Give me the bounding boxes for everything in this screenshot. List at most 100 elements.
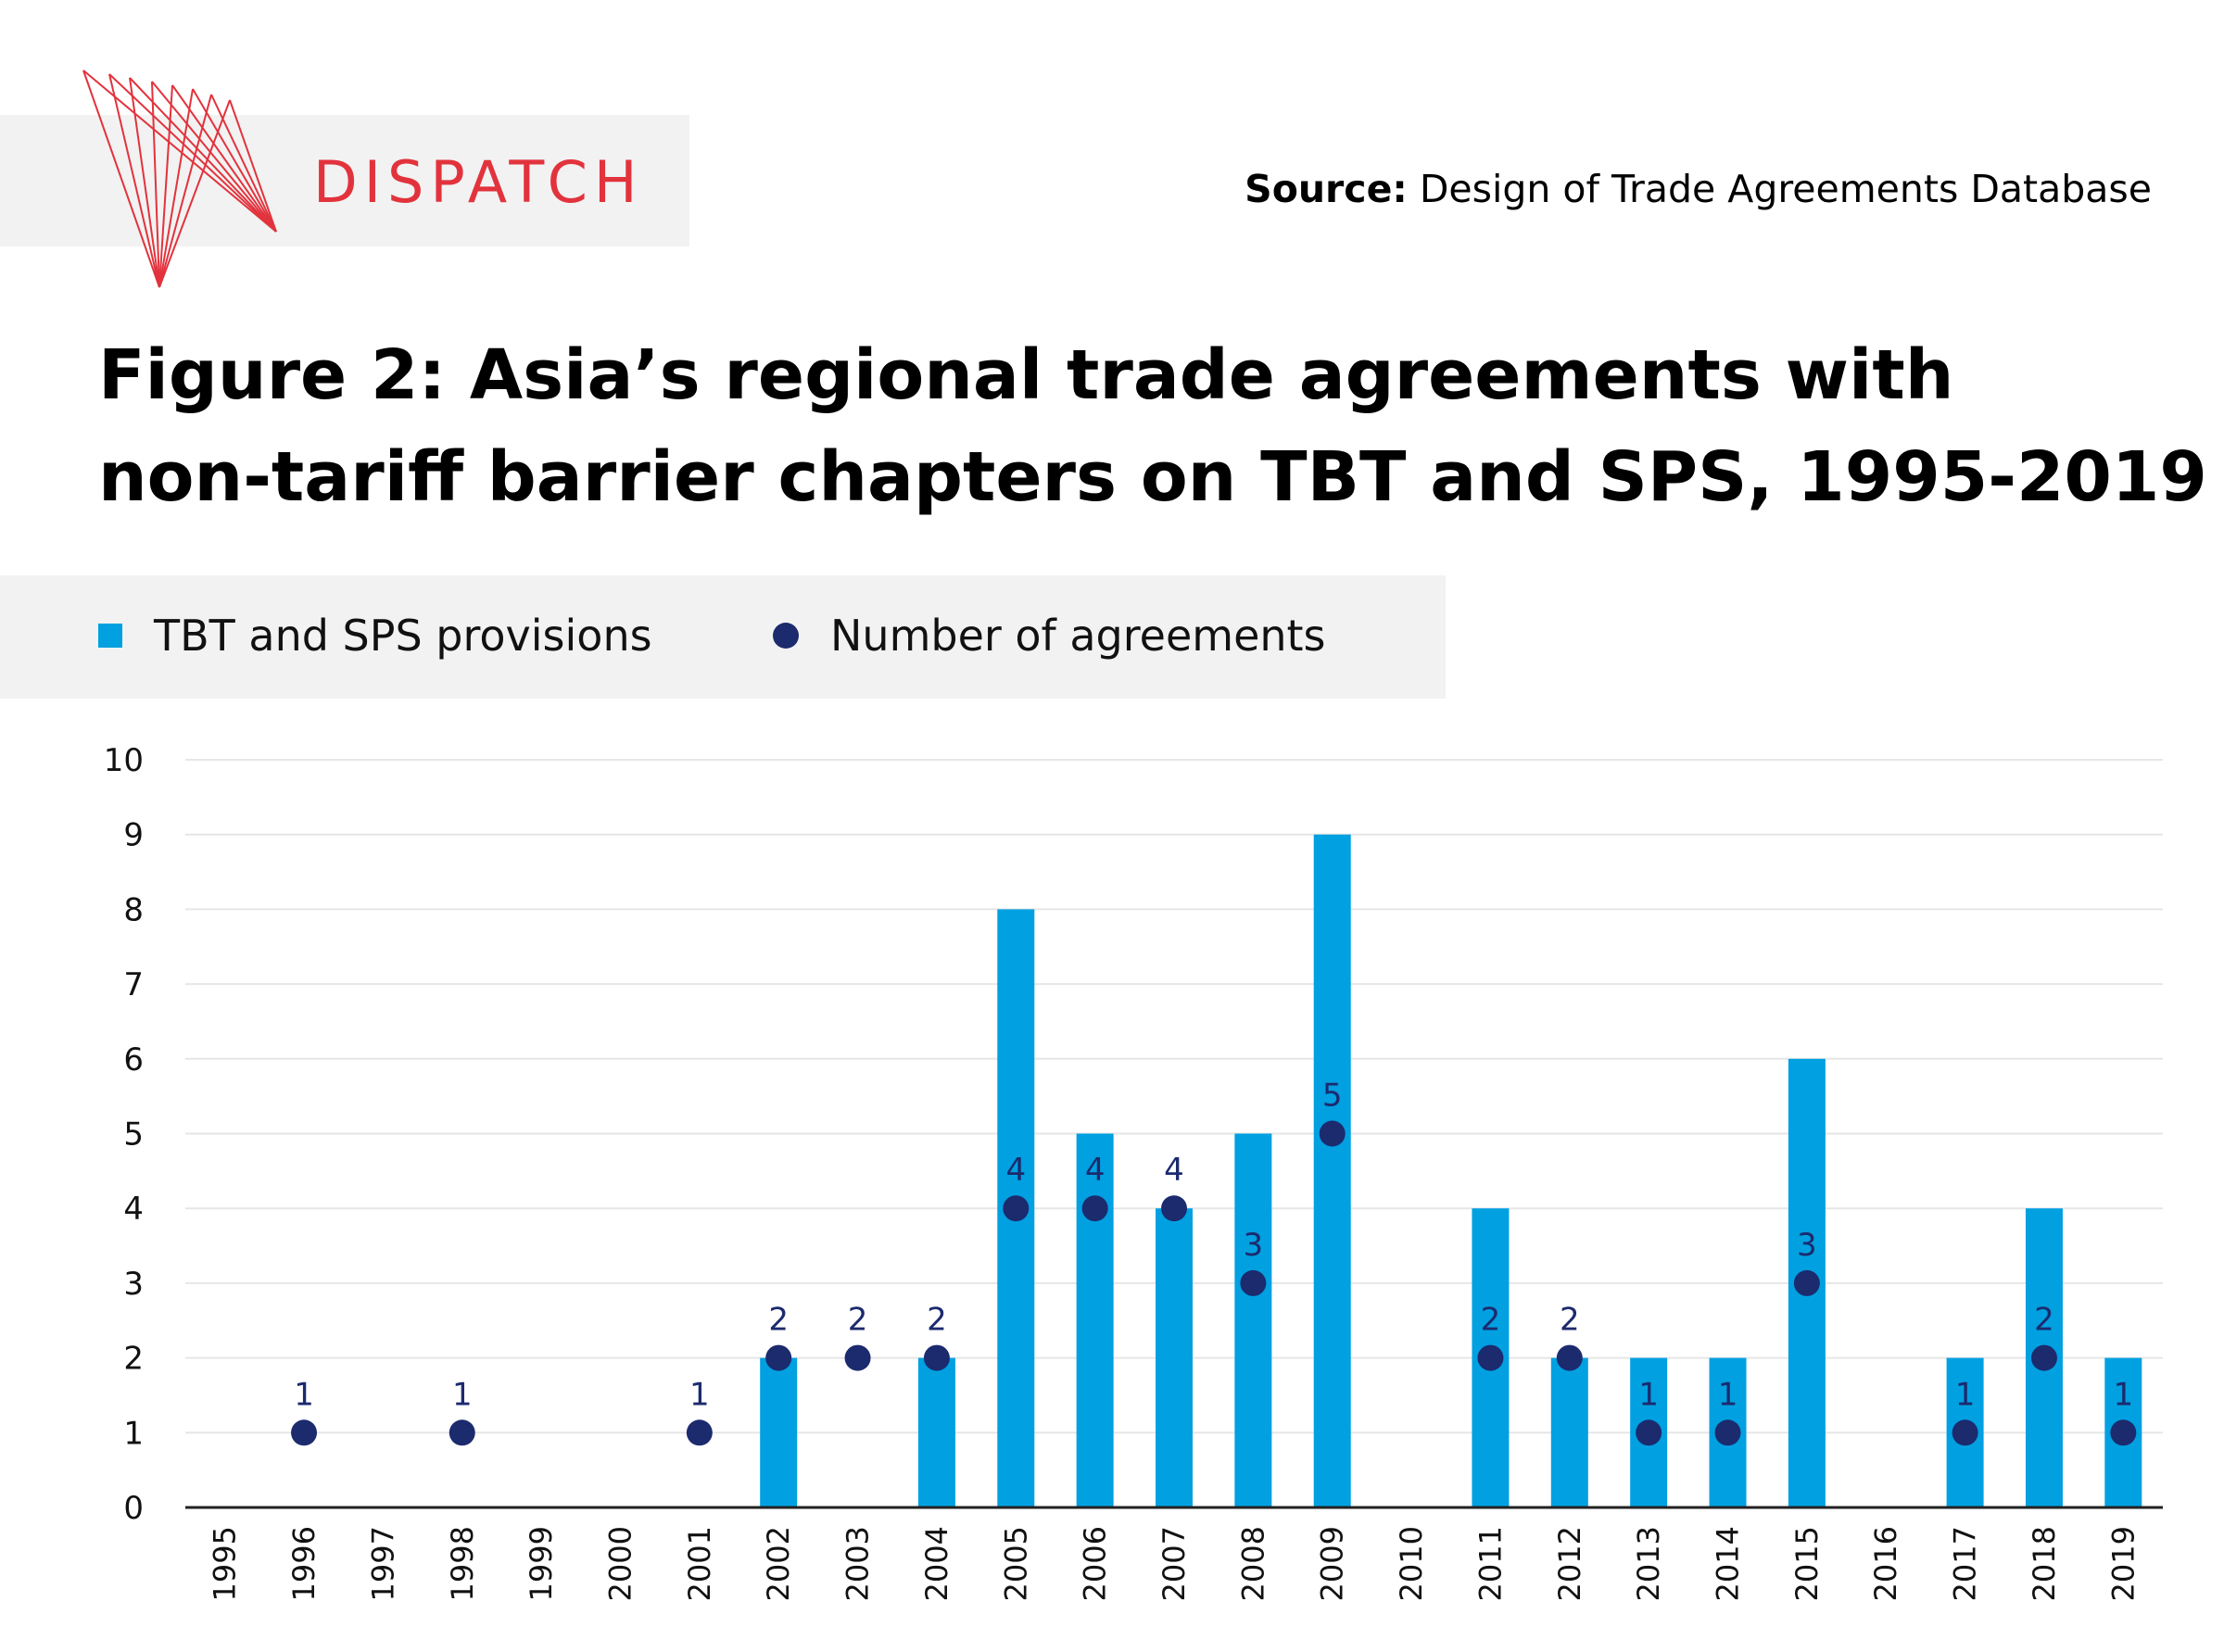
x-tick-label: 2011	[1472, 1526, 1508, 1601]
dot-2004	[923, 1344, 950, 1371]
dot-2007	[1161, 1195, 1187, 1222]
y-tick-label: 10	[104, 742, 144, 779]
dot-2011	[1477, 1344, 1504, 1371]
y-tick-label: 1	[123, 1415, 144, 1452]
dispatch-logo-icon	[82, 69, 277, 288]
dot-2003	[844, 1344, 871, 1371]
chart-title: Figure 2: Asia’s regional trade agreemen…	[98, 324, 2207, 528]
x-tick-label: 2007	[1156, 1526, 1192, 1601]
dot-2006	[1081, 1195, 1108, 1222]
bar-2006	[1076, 1133, 1114, 1507]
bar-2007	[1156, 1208, 1193, 1507]
y-axis-ticks: 0 1 2 3 4 5 6 7 8 9 10	[104, 742, 144, 1527]
data-label-2007: 4	[1164, 1152, 1184, 1189]
dot-2002	[765, 1344, 792, 1371]
y-tick-label: 7	[123, 966, 144, 1003]
data-label-2003: 2	[848, 1302, 868, 1339]
bar-2002	[760, 1357, 798, 1507]
x-tick-label: 2008	[1235, 1526, 1270, 1601]
y-tick-label: 0	[123, 1490, 144, 1527]
data-label-2015: 3	[1797, 1227, 1817, 1264]
x-tick-label: 2001	[682, 1526, 717, 1601]
data-label-2005: 4	[1005, 1152, 1026, 1189]
brand-name: DISPATCH	[313, 148, 644, 216]
x-tick-label: 2018	[2027, 1526, 2062, 1601]
data-label-2011: 2	[1481, 1302, 1501, 1339]
x-tick-label: 1998	[445, 1526, 480, 1601]
y-tick-label: 9	[123, 817, 144, 854]
y-tick-label: 3	[123, 1266, 144, 1303]
source-note: Source: Design of Trade Agreements Datab…	[1245, 167, 2152, 212]
dot-2015	[1793, 1269, 1820, 1296]
x-tick-label: 1999	[524, 1526, 559, 1601]
x-tick-label: 2000	[602, 1526, 638, 1601]
x-tick-label: 2010	[1394, 1526, 1429, 1601]
dot-2013	[1636, 1419, 1662, 1446]
data-label-2017: 1	[1955, 1376, 1976, 1413]
x-tick-label: 2002	[761, 1526, 796, 1601]
y-tick-label: 5	[123, 1116, 144, 1154]
source-label: Source:	[1245, 167, 1408, 211]
dot-2014	[1714, 1419, 1741, 1446]
x-tick-label: 2019	[2105, 1526, 2141, 1601]
chart-title-line-1: Figure 2: Asia’s regional trade agreemen…	[98, 335, 1954, 415]
x-tick-label: 2009	[1315, 1526, 1350, 1601]
bar-2009	[1313, 834, 1351, 1507]
bars	[760, 834, 2142, 1507]
data-label-2014: 1	[1718, 1376, 1738, 1413]
x-tick-label: 2005	[998, 1526, 1033, 1601]
data-label-2006: 4	[1085, 1152, 1106, 1189]
dot-2001	[686, 1419, 713, 1446]
y-tick-label: 8	[123, 891, 144, 928]
x-tick-label: 1997	[365, 1526, 400, 1601]
y-tick-label: 6	[123, 1041, 144, 1078]
data-label-1998: 1	[452, 1376, 473, 1413]
data-labels: 1 1 1 2 2 2 4 4 4 3 5 2 2 1 1 3 1 2 1	[294, 1078, 2133, 1414]
y-tick-label: 4	[123, 1191, 144, 1228]
x-tick-label: 2012	[1552, 1526, 1587, 1601]
dot-2008	[1240, 1269, 1267, 1296]
y-tick-label: 2	[123, 1341, 144, 1378]
bar-2012	[1550, 1357, 1588, 1507]
legend-item-provisions: TBT and SPS provisions	[98, 608, 652, 663]
x-tick-label: 2017	[1948, 1526, 1983, 1601]
x-axis-ticks: 1995 1996 1997 1998 1999 2000 2001 2002 2003 2004…	[208, 1526, 2142, 1601]
bar-2008	[1234, 1133, 1272, 1507]
chart-title-line-2: non-tariff barrier chapters on TBT and S…	[98, 437, 2207, 517]
data-label-2009: 5	[1322, 1078, 1343, 1115]
x-tick-label: 2016	[1868, 1526, 1903, 1601]
bar-2004	[917, 1357, 955, 1507]
data-label-2013: 1	[1638, 1376, 1659, 1413]
chart: 0 1 2 3 4 5 6 7 8 9 10 1995 1996 1997 1998 1999 2000 200…	[104, 742, 2163, 1601]
legend-label-agreements: Number of agreements	[830, 611, 1326, 661]
legend	[0, 575, 1446, 699]
data-label-2002: 2	[768, 1302, 789, 1339]
dot-2012	[1556, 1344, 1583, 1371]
source-text: Design of Trade Agreements Database	[1419, 167, 2152, 211]
legend-label-provisions: TBT and SPS provisions	[154, 611, 652, 661]
legend-square-icon	[98, 624, 122, 648]
dot-1998	[449, 1419, 475, 1446]
legend-dot-icon	[773, 623, 799, 649]
data-label-2008: 3	[1244, 1227, 1264, 1264]
x-tick-label: 2006	[1078, 1526, 1113, 1601]
legend-item-agreements: Number of agreements	[773, 608, 1326, 663]
dot-2018	[2030, 1344, 2057, 1371]
x-tick-label: 2004	[919, 1526, 954, 1601]
x-tick-label: 2015	[1789, 1526, 1825, 1601]
x-tick-label: 1995	[208, 1526, 243, 1601]
x-tick-label: 2003	[840, 1526, 876, 1601]
x-tick-label: 2014	[1711, 1526, 1746, 1601]
dots	[291, 1120, 2137, 1446]
dot-2005	[1003, 1195, 1030, 1222]
x-tick-label: 1996	[286, 1526, 322, 1601]
data-label-2018: 2	[2034, 1302, 2054, 1339]
logo-band	[0, 115, 689, 246]
data-label-2012: 2	[1560, 1302, 1580, 1339]
dot-2019	[2110, 1419, 2137, 1446]
data-label-1996: 1	[294, 1376, 314, 1413]
dot-2017	[1952, 1419, 1978, 1446]
x-tick-label: 2013	[1631, 1526, 1666, 1601]
data-label-2019: 1	[2113, 1376, 2133, 1413]
data-label-2004: 2	[927, 1302, 947, 1339]
